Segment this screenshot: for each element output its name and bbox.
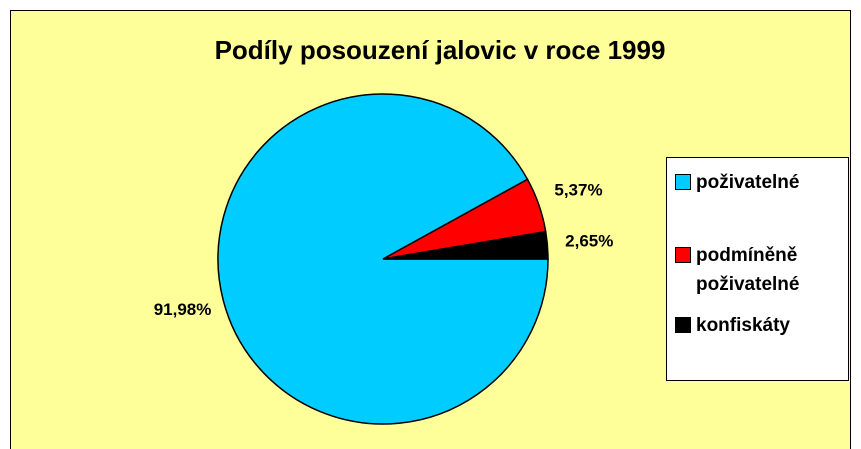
legend-swatch [675,247,691,263]
legend-swatch [675,317,691,333]
pie-slice [382,230,549,260]
legend-label: poživatelné [696,172,799,193]
legend-label: konfiskáty [696,315,790,336]
data-label: 5,37% [554,180,602,199]
legend-swatch [675,174,691,190]
data-label: 2,65% [565,231,613,250]
legend [666,157,849,381]
chart-title: Podíly posouzení jalovic v roce 1999 [215,35,666,65]
data-label: 91,98% [154,300,212,319]
legend-label: podmíněně poživatelné [696,245,799,295]
